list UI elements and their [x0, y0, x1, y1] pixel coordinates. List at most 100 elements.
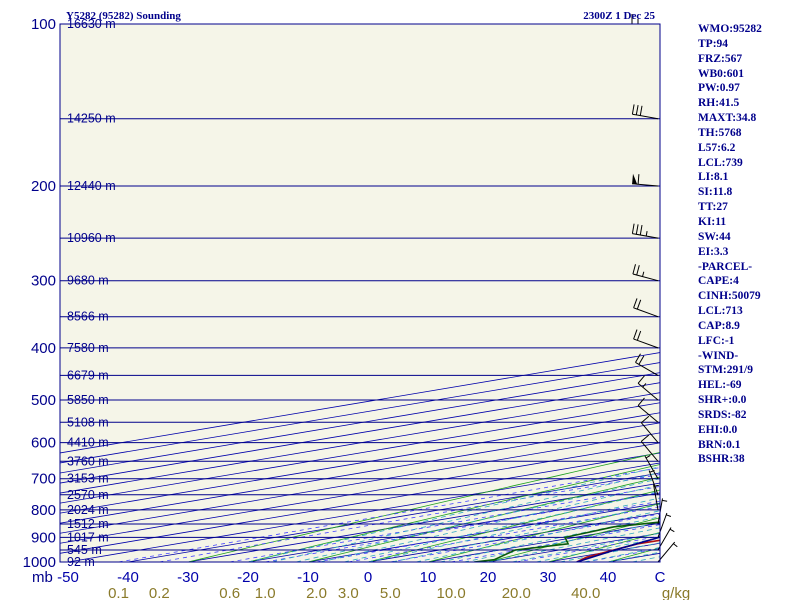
height-label: 3153 m: [67, 472, 109, 486]
wind-barb-half-flag: [642, 383, 647, 388]
parameter-item: KI:11: [698, 215, 727, 228]
parameter-item: LCL:739: [698, 156, 743, 169]
pressure-unit-label: mb: [32, 569, 53, 586]
parameter-item: SRDS:-82: [698, 408, 747, 421]
wind-barb-staff: [637, 382, 659, 401]
height-label: 5850 m: [67, 393, 109, 407]
isotherm-line: [60, 412, 660, 514]
isotherm-line: [60, 392, 660, 494]
parameter-item: CINH:50079: [698, 290, 761, 303]
moist-adiabat-line: [367, 497, 660, 562]
temperature-tick-label: 30: [540, 569, 557, 586]
wind-barb-flag: [631, 104, 635, 115]
wind-barb-flag: [635, 224, 639, 235]
wind-barb: [640, 415, 659, 443]
wind-barb-half-flag: [669, 528, 675, 533]
wind-barb: [633, 329, 659, 349]
wind-barb-half-flag: [645, 231, 648, 237]
sounding-parameters: WMO:95282 TP:94 FRZ:567 WB0:601 PW:0.97 RH:41…: [698, 22, 798, 467]
mixing-ratio-tick-label: 20.0: [502, 585, 531, 600]
height-label: 12440 m: [67, 179, 116, 193]
mixing-ratio-tick-label: 2.0: [306, 585, 327, 600]
wind-barb: [635, 353, 659, 376]
wind-barb-flag: [639, 105, 643, 116]
parameter-item: LFC:-1: [698, 334, 735, 347]
temperature-tick-label: 10: [420, 569, 437, 586]
height-label: 5108 m: [67, 415, 109, 429]
mixing-ratio-tick-label: 40.0: [571, 585, 600, 600]
wind-barb-flag: [640, 434, 650, 442]
wind-barb-half-flag: [653, 484, 659, 487]
wind-barb-staff: [657, 512, 668, 538]
parameter-item: EI:3.3: [698, 245, 729, 258]
mixing-ratio-tick-label: 5.0: [380, 585, 401, 600]
mixing-ratio-tick-label: 0.6: [219, 585, 240, 600]
wind-barb-flag: [636, 299, 642, 310]
wind-barb-flag: [633, 298, 638, 308]
wind-barb: [631, 223, 659, 239]
mixing-ratio-tick-label: 1.0: [255, 585, 276, 600]
height-label: 10960 m: [67, 231, 116, 245]
moist-adiabat-line: [343, 490, 660, 562]
wind-barb: [657, 512, 672, 538]
wind-barb-half-flag: [645, 454, 651, 459]
wind-barb: [653, 484, 659, 510]
mixing-ratio-line: [118, 467, 660, 562]
pressure-tick-label: 1000: [23, 554, 56, 571]
moist-adiabat-line: [247, 466, 660, 562]
wind-barb: [637, 375, 659, 401]
parameter-item: SI:11.8: [698, 186, 733, 199]
parameter-item: SHR+:0.0: [698, 394, 747, 407]
height-label: 92 m: [67, 555, 95, 569]
parameter-item: EHI:0.0: [698, 423, 738, 436]
isotherm-line: [60, 402, 660, 504]
wind-barb-half-flag: [649, 470, 655, 473]
isotherm-line: [60, 432, 660, 534]
height-label: 3760 m: [67, 454, 109, 468]
wind-barb-staff: [657, 541, 676, 563]
wind-barb-flag: [635, 105, 639, 115]
isotherm-line: [60, 452, 660, 554]
parameter-item: LI:8.1: [698, 171, 729, 184]
pressure-tick-label: 900: [31, 529, 56, 546]
height-label: 2024 m: [67, 503, 109, 517]
wind-barb: [631, 104, 659, 120]
height-label: 1512 m: [67, 517, 109, 531]
parameter-item: FRZ:567: [698, 52, 743, 65]
height-label: 1017 m: [67, 530, 109, 544]
wind-barb-staff: [632, 183, 659, 187]
wind-barb-flag: [637, 397, 645, 406]
temperature-tick-label: 40: [600, 569, 617, 586]
temperature-unit-label: C: [655, 569, 666, 586]
temperature-tick-label: 0: [364, 569, 372, 586]
pressure-tick-label: 600: [31, 435, 56, 452]
height-label: 4410 m: [67, 436, 109, 450]
wind-barb-flag: [637, 174, 640, 185]
mixing-ratio-tick-label: 10.0: [436, 585, 465, 600]
height-label: 14250 m: [67, 112, 116, 126]
parameter-item: MAXT:34.8: [698, 112, 757, 125]
parameter-item: -PARCEL-: [698, 260, 753, 273]
pressure-tick-label: 800: [31, 502, 56, 519]
parameter-item: BSHR:38: [698, 453, 745, 466]
temperature-tick-label: -20: [237, 569, 259, 586]
wind-barb-pennant: [632, 173, 638, 185]
wind-barb-flag: [637, 375, 645, 384]
height-label: 7580 m: [67, 341, 109, 355]
isotherm-line: [60, 442, 660, 544]
parameter-item: CAPE:4: [698, 275, 739, 288]
pressure-tick-label: 700: [31, 471, 56, 488]
parameter-item: TH:5768: [698, 126, 742, 139]
pressure-tick-label: 300: [31, 273, 56, 290]
wind-barb-staff: [644, 455, 659, 479]
parameter-item: HEL:-69: [698, 379, 742, 392]
wind-barb-flag: [636, 265, 640, 276]
wind-barb-flag: [638, 355, 645, 365]
wind-barb-half-flag: [662, 499, 668, 502]
isotherm-line: [60, 422, 660, 524]
wind-barb: [632, 173, 659, 187]
wind-barb-half-flag: [666, 514, 672, 517]
wind-barb: [657, 541, 678, 563]
parameter-item: SW:44: [698, 230, 731, 243]
